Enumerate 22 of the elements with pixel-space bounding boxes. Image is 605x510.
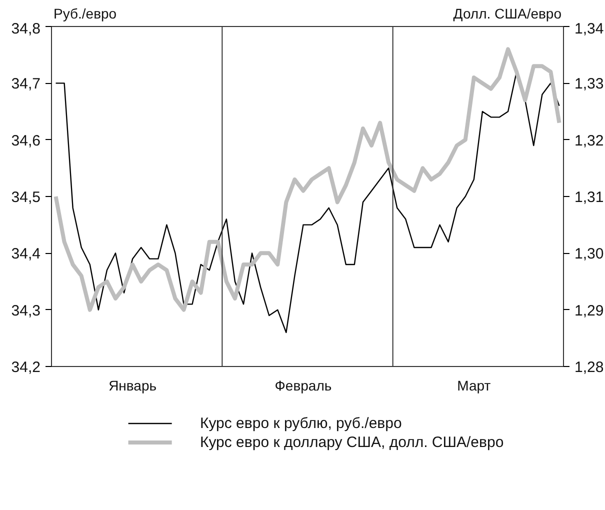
y-tick-label: 34,5	[11, 189, 41, 206]
legend-label: Курс евро к рублю, руб./евро	[200, 415, 402, 432]
legend-label: Курс евро к доллару США, долл. США/евро	[200, 434, 504, 451]
y-tick-label: 34,8	[11, 20, 41, 38]
y-tick-label: 34,6	[11, 132, 41, 150]
y2-tick-label: 1,28	[574, 359, 604, 376]
y-tick-label: 34,4	[11, 246, 41, 263]
y-axis-title: Руб./евро	[54, 5, 117, 22]
line-series	[54, 47, 562, 312]
y2-tick-label: 1,29	[574, 302, 604, 320]
y-tick-label: 34,3	[11, 302, 41, 320]
y2-axis-title: Долл. США/евро	[453, 5, 562, 22]
x-tick-label: Март	[457, 378, 492, 394]
y2-tick-label: 1,32	[574, 132, 604, 150]
y2-tick-label: 1,33	[574, 76, 604, 93]
y2-tick-label: 1,30	[574, 246, 604, 263]
y2-tick-label: 1,31	[574, 189, 604, 206]
y2-tick-label: 1,34	[574, 20, 604, 38]
y-tick-label: 34,7	[11, 76, 41, 93]
x-tick-label: Февраль	[274, 378, 332, 394]
y-tick-label: 34,2	[11, 359, 41, 376]
x-tick-label: Январь	[108, 378, 157, 394]
